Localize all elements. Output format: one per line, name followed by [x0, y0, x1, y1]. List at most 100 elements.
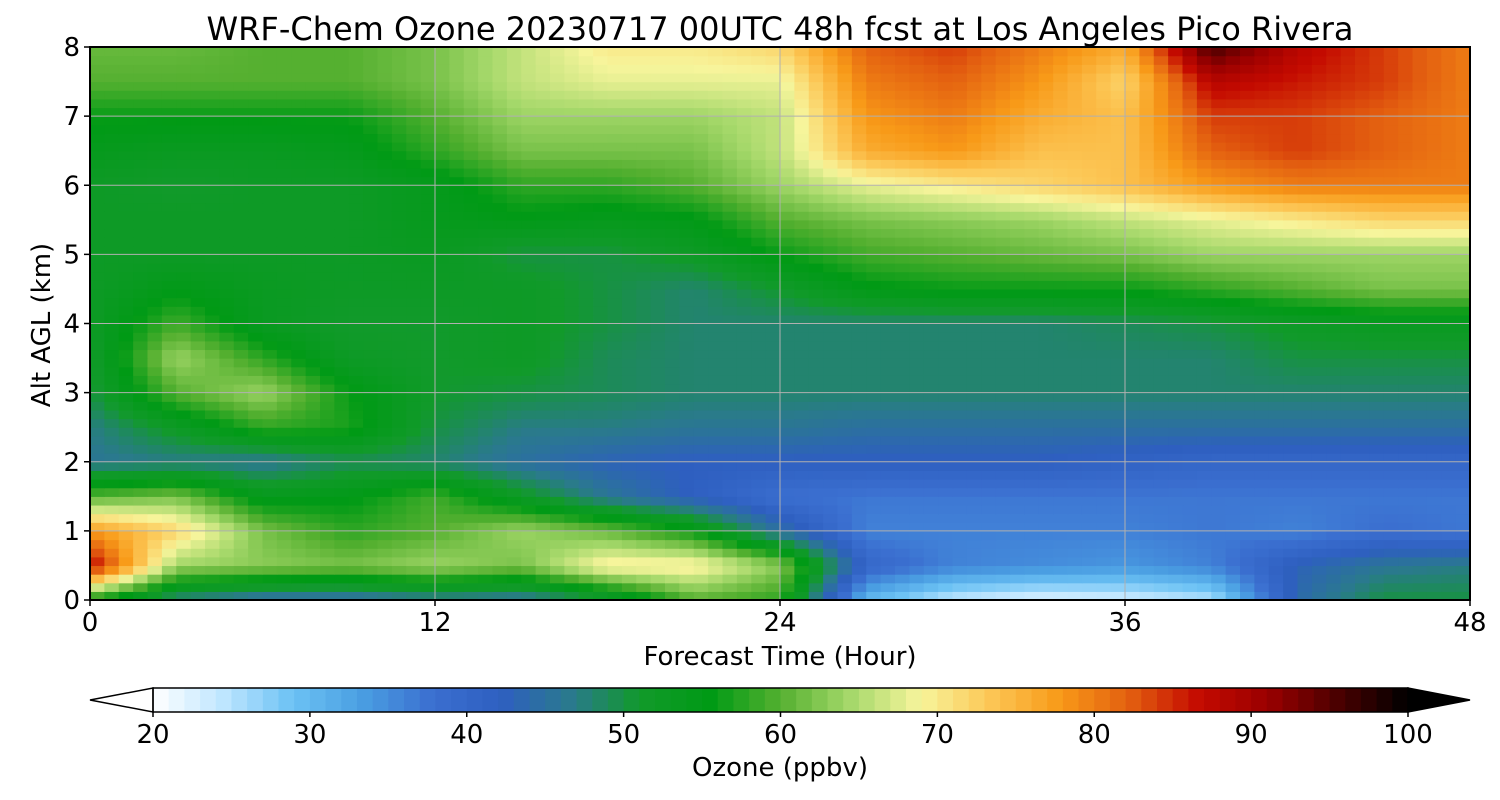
heatmap-cell — [851, 358, 867, 368]
heatmap-cell — [377, 280, 393, 290]
heatmap-cell — [780, 202, 795, 212]
heatmap-cell — [1383, 548, 1399, 558]
heatmap-cell — [1355, 332, 1370, 342]
heatmap-cell — [1096, 211, 1112, 221]
heatmap-cell — [593, 418, 609, 428]
heatmap-cell — [808, 582, 824, 592]
heatmap-cell — [133, 582, 149, 592]
heatmap-cell — [133, 254, 149, 264]
heatmap-cell — [190, 366, 206, 376]
heatmap-cell — [650, 306, 666, 316]
heatmap-cell — [147, 167, 163, 178]
heatmap-cell — [823, 539, 839, 549]
heatmap-cell — [219, 444, 235, 454]
heatmap-cell — [535, 435, 551, 446]
heatmap-cell — [1067, 383, 1083, 394]
heatmap-cell — [463, 297, 479, 307]
heatmap-cell — [895, 323, 910, 333]
heatmap-cell — [823, 504, 839, 515]
heatmap-cell — [621, 228, 637, 238]
heatmap-cell — [320, 513, 335, 523]
heatmap-cell — [233, 314, 249, 325]
heatmap-cell — [895, 167, 910, 178]
heatmap-cell — [535, 254, 551, 264]
heatmap-cell — [248, 211, 264, 221]
heatmap-cell — [1168, 185, 1184, 195]
heatmap-cell — [305, 185, 321, 195]
heatmap-cell — [1455, 383, 1470, 394]
heatmap-cell — [363, 349, 379, 359]
heatmap-cell — [593, 228, 609, 238]
heatmap-cell — [1297, 263, 1313, 273]
heatmap-cell — [219, 375, 235, 385]
heatmap-cell — [923, 263, 939, 273]
heatmap-cell — [463, 332, 479, 342]
heatmap-cell — [118, 539, 134, 549]
heatmap-cell — [104, 496, 120, 506]
heatmap-cell — [190, 453, 206, 463]
heatmap-cell — [851, 591, 867, 600]
heatmap-cell — [478, 306, 494, 316]
heatmap-cell — [866, 409, 882, 420]
heatmap-cell — [1326, 358, 1342, 368]
heatmap-cell — [1340, 237, 1356, 247]
heatmap-cell — [765, 522, 781, 532]
heatmap-cell — [1254, 219, 1270, 230]
heatmap-cell — [90, 150, 105, 160]
heatmap-cell — [1355, 461, 1370, 471]
heatmap-cell — [1297, 375, 1313, 385]
heatmap-cell — [506, 150, 522, 160]
heatmap-cell — [305, 332, 321, 342]
heatmap-cell — [1182, 176, 1198, 186]
heatmap-cell — [262, 461, 278, 471]
heatmap-cell — [665, 461, 680, 471]
heatmap-cell — [1110, 332, 1126, 342]
heatmap-cell — [808, 271, 824, 281]
heatmap-cell — [808, 591, 824, 600]
heatmap-cell — [1182, 228, 1198, 238]
heatmap-cell — [147, 306, 163, 316]
heatmap-cell — [1426, 409, 1442, 420]
heatmap-cell — [334, 245, 350, 255]
heatmap-cell — [722, 487, 738, 497]
heatmap-cell — [521, 280, 537, 290]
heatmap-cell — [305, 271, 321, 281]
heatmap-cell — [837, 496, 853, 506]
heatmap-cell — [1139, 513, 1155, 523]
heatmap-cell — [320, 470, 335, 480]
heatmap-cell — [851, 479, 867, 489]
heatmap-cell — [550, 453, 565, 463]
heatmap-cell — [808, 349, 824, 359]
heatmap-cell — [981, 556, 997, 567]
heatmap-cell — [693, 444, 709, 454]
heatmap-cell — [1067, 366, 1083, 376]
heatmap-cell — [219, 479, 235, 489]
heatmap-cell — [693, 366, 709, 376]
heatmap-cell — [607, 392, 623, 402]
heatmap-cell — [1398, 539, 1414, 549]
heatmap-cell — [219, 288, 235, 299]
heatmap-cell — [564, 185, 580, 195]
heatmap-cell — [895, 159, 910, 169]
heatmap-cell — [895, 202, 910, 212]
heatmap-cell — [1196, 314, 1212, 325]
heatmap-cell — [1225, 470, 1241, 480]
heatmap-cell — [334, 202, 350, 212]
heatmap-cell — [492, 392, 508, 402]
heatmap-cell — [363, 401, 379, 411]
heatmap-cell — [1240, 470, 1255, 480]
heatmap-cell — [780, 349, 795, 359]
heatmap-cell — [636, 470, 652, 480]
heatmap-cell — [104, 427, 120, 437]
heatmap-cell — [1455, 522, 1470, 532]
heatmap-cell — [1038, 306, 1054, 316]
heatmap-cell — [823, 522, 839, 532]
heatmap-cell — [406, 427, 422, 437]
heatmap-cell — [492, 202, 508, 212]
heatmap-cell — [1398, 522, 1414, 532]
heatmap-cell — [104, 167, 120, 178]
heatmap-cell — [118, 193, 134, 204]
heatmap-cell — [1125, 383, 1140, 394]
heatmap-cell — [679, 453, 695, 463]
heatmap-cell — [90, 375, 105, 385]
